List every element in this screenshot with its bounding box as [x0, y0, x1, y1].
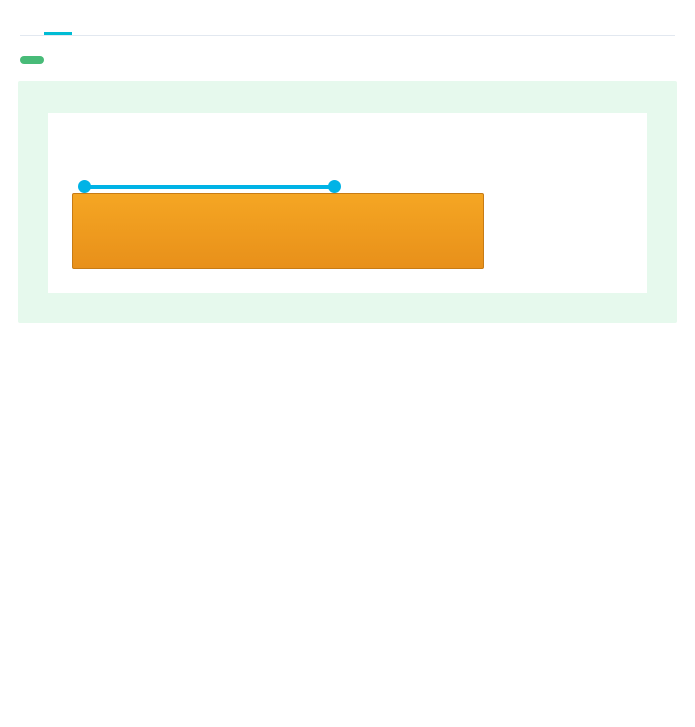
answer-badge — [20, 56, 44, 64]
tab-b[interactable] — [92, 14, 120, 35]
ruler — [72, 193, 484, 269]
endpoint-a — [78, 180, 91, 193]
figure-left — [72, 131, 502, 269]
ruler-stage — [72, 151, 502, 269]
segment-labels — [72, 151, 502, 179]
divider — [20, 35, 675, 36]
tab-a[interactable] — [44, 14, 72, 35]
endpoint-b — [328, 180, 341, 193]
tab-v[interactable] — [140, 14, 168, 35]
figure-panel — [48, 113, 647, 293]
ruler-bottom-scale — [73, 230, 483, 268]
ruler-top-scale — [73, 194, 483, 232]
tabs — [44, 14, 168, 35]
segment-line — [84, 185, 334, 189]
content-box — [18, 81, 677, 323]
subtasks-bar — [0, 0, 695, 35]
